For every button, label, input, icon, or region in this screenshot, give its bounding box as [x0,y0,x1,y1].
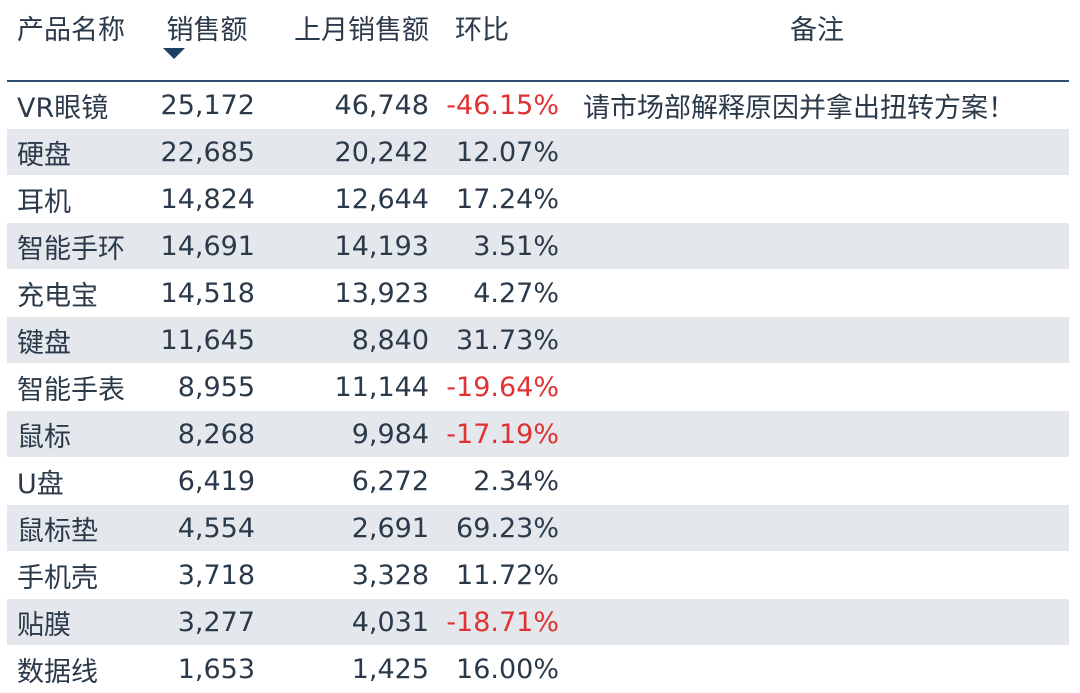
cell-month-over-month: 12.07% [435,128,565,176]
header-note[interactable]: 备注 [565,0,1069,82]
cell-sales: 14,824 [153,175,261,223]
table-row[interactable]: VR眼镜 25,172 46,748 -46.15% 请市场部解释原因并拿出扭转方案！ [7,81,1069,129]
cell-month-over-month: -18.71% [435,598,565,646]
sales-table: 产品名称 销售额 上月销售额 环比 备注 VR眼镜 25,172 46,748 -46… [7,0,1069,693]
table-row[interactable]: 键盘 11,645 8,840 31.73% [7,316,1069,364]
cell-sales: 11,645 [153,316,261,364]
cell-last-month-sales: 2,691 [261,504,435,552]
cell-last-month-sales: 1,425 [261,645,435,693]
cell-sales: 14,518 [153,269,261,317]
cell-last-month-sales: 3,328 [261,551,435,599]
cell-last-month-sales: 8,840 [261,316,435,364]
header-product-name[interactable]: 产品名称 [7,0,153,82]
cell-last-month-sales: 13,923 [261,269,435,317]
table-header: 产品名称 销售额 上月销售额 环比 备注 [7,0,1069,82]
header-sales-label: 销售额 [166,15,248,46]
cell-note [565,316,1069,364]
cell-last-month-sales: 4,031 [261,598,435,646]
cell-product-name: 手机壳 [7,551,153,599]
header-month-over-month-label: 环比 [455,15,509,46]
header-product-name-label: 产品名称 [17,15,125,46]
cell-month-over-month: -19.64% [435,363,565,411]
cell-last-month-sales: 46,748 [261,81,435,129]
cell-sales: 3,718 [153,551,261,599]
cell-last-month-sales: 20,242 [261,128,435,176]
cell-note [565,128,1069,176]
cell-note: 请市场部解释原因并拿出扭转方案！ [565,81,1069,129]
cell-product-name: 鼠标 [7,410,153,458]
table-row[interactable]: 智能手环 14,691 14,193 3.51% [7,222,1069,270]
cell-note [565,504,1069,552]
cell-product-name: U盘 [7,457,153,505]
cell-month-over-month: 4.27% [435,269,565,317]
cell-month-over-month: 2.34% [435,457,565,505]
cell-last-month-sales: 6,272 [261,457,435,505]
cell-sales: 3,277 [153,598,261,646]
cell-note [565,457,1069,505]
cell-product-name: 充电宝 [7,269,153,317]
cell-product-name: 耳机 [7,175,153,223]
cell-month-over-month: 16.00% [435,645,565,693]
table-row[interactable]: 智能手表 8,955 11,144 -19.64% [7,363,1069,411]
cell-note [565,645,1069,693]
cell-month-over-month: 11.72% [435,551,565,599]
header-row: 产品名称 销售额 上月销售额 环比 备注 [7,0,1069,82]
header-month-over-month[interactable]: 环比 [435,0,565,82]
table-row[interactable]: 鼠标 8,268 9,984 -17.19% [7,410,1069,458]
cell-sales: 22,685 [153,128,261,176]
cell-month-over-month: 31.73% [435,316,565,364]
cell-sales: 6,419 [153,457,261,505]
cell-sales: 8,268 [153,410,261,458]
table-row[interactable]: 充电宝 14,518 13,923 4.27% [7,269,1069,317]
cell-note [565,222,1069,270]
table-row[interactable]: U盘 6,419 6,272 2.34% [7,457,1069,505]
cell-note [565,175,1069,223]
table-row[interactable]: 硬盘 22,685 20,242 12.07% [7,128,1069,176]
header-last-month-sales[interactable]: 上月销售额 [261,0,435,82]
cell-last-month-sales: 11,144 [261,363,435,411]
cell-product-name: 智能手表 [7,363,153,411]
cell-product-name: 键盘 [7,316,153,364]
sort-descending-icon[interactable] [163,48,185,59]
table-row[interactable]: 手机壳 3,718 3,328 11.72% [7,551,1069,599]
header-sales[interactable]: 销售额 [153,0,261,82]
cell-sales: 8,955 [153,363,261,411]
cell-note [565,363,1069,411]
table-body: VR眼镜 25,172 46,748 -46.15% 请市场部解释原因并拿出扭转方案！硬… [7,81,1069,693]
cell-last-month-sales: 14,193 [261,222,435,270]
cell-product-name: 数据线 [7,645,153,693]
cell-month-over-month: 3.51% [435,222,565,270]
table-row[interactable]: 贴膜 3,277 4,031 -18.71% [7,598,1069,646]
cell-product-name: 鼠标垫 [7,504,153,552]
cell-product-name: 智能手环 [7,222,153,270]
cell-month-over-month: 17.24% [435,175,565,223]
cell-note [565,551,1069,599]
cell-sales: 1,653 [153,645,261,693]
header-last-month-sales-label: 上月销售额 [294,15,429,46]
cell-sales: 25,172 [153,81,261,129]
cell-sales: 14,691 [153,222,261,270]
cell-month-over-month: -46.15% [435,81,565,129]
cell-note [565,410,1069,458]
cell-note [565,269,1069,317]
cell-last-month-sales: 12,644 [261,175,435,223]
table-row[interactable]: 鼠标垫 4,554 2,691 69.23% [7,504,1069,552]
cell-product-name: 硬盘 [7,128,153,176]
cell-sales: 4,554 [153,504,261,552]
cell-month-over-month: 69.23% [435,504,565,552]
table-row[interactable]: 耳机 14,824 12,644 17.24% [7,175,1069,223]
cell-note [565,598,1069,646]
cell-month-over-month: -17.19% [435,410,565,458]
cell-product-name: VR眼镜 [7,81,153,129]
table-row[interactable]: 数据线 1,653 1,425 16.00% [7,645,1069,693]
header-note-label: 备注 [790,15,844,46]
cell-product-name: 贴膜 [7,598,153,646]
cell-last-month-sales: 9,984 [261,410,435,458]
